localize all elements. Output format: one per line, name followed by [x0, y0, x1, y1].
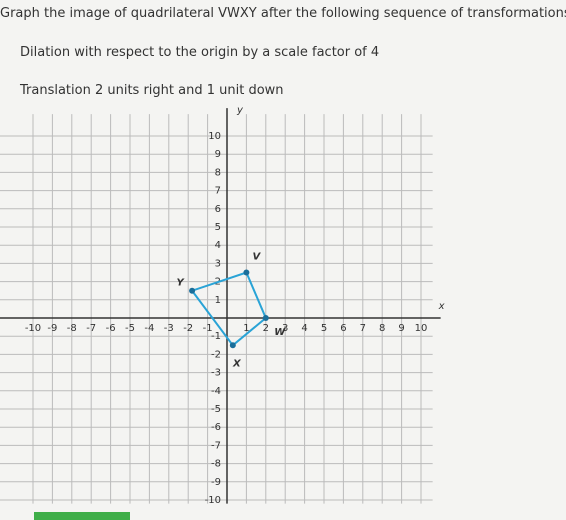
x-tick-label: -8: [67, 323, 77, 334]
x-tick-label: -4: [144, 323, 154, 334]
x-tick-label: -7: [86, 323, 96, 334]
step: Translation 2 units right and 1 unit dow…: [20, 83, 284, 98]
y-tick-label: 5: [215, 222, 221, 233]
y-tick-label: -10: [205, 495, 221, 506]
x-tick-label: 3: [282, 323, 288, 334]
vertex-label: W: [274, 327, 286, 338]
x-tick-label: -10: [25, 323, 41, 334]
x-tick-label: 7: [360, 323, 366, 334]
y-tick-label: 9: [215, 149, 221, 160]
x-tick-label: 4: [301, 323, 307, 334]
y-tick-label: 3: [215, 258, 221, 269]
y-tick-label: -2: [211, 349, 221, 360]
vertex: [262, 315, 269, 321]
vertex-label: V: [253, 252, 262, 263]
prompt: Graph the image of quadrilateral VWXY af…: [0, 6, 566, 21]
y-tick-label: 4: [215, 240, 221, 251]
vertex-label: Y: [176, 278, 185, 289]
vertex: [243, 269, 250, 276]
x-tick-label: -3: [164, 323, 174, 334]
x-tick-label: -6: [106, 323, 116, 334]
y-tick-label: -7: [211, 440, 221, 451]
y-tick-label: -4: [211, 386, 221, 397]
step: Dilation with respect to the origin by a…: [20, 45, 380, 60]
y-tick-label: -1: [211, 331, 221, 342]
y-tick-label: -6: [211, 422, 221, 433]
vertex: [229, 342, 236, 349]
x-tick-label: 9: [398, 323, 404, 334]
y-tick-label: 10: [208, 131, 221, 142]
y-tick-label: 7: [215, 186, 221, 197]
y-tick-label: 1: [215, 295, 221, 306]
x-tick-label: 5: [321, 323, 327, 334]
vertex-label: X: [232, 358, 242, 369]
x-tick-label: 8: [379, 323, 385, 334]
x-tick-label: 10: [415, 323, 428, 334]
x-tick-label: -5: [125, 323, 135, 334]
y-tick-label: -3: [211, 368, 221, 379]
x-tick-label: 6: [340, 323, 346, 334]
y-tick-label: 6: [215, 204, 221, 215]
y-axis-label: y: [236, 105, 244, 116]
x-tick-label: 2: [263, 323, 269, 334]
y-tick-label: -5: [211, 404, 221, 415]
x-tick-label: 1: [243, 323, 249, 334]
submit-button[interactable]: [34, 512, 130, 520]
vertex: [189, 287, 196, 294]
y-tick-label: -8: [211, 459, 221, 470]
x-tick-label: -1: [203, 323, 213, 334]
x-tick-label: -2: [183, 323, 193, 334]
x-axis-label: x: [438, 301, 445, 312]
quadrilateral: [190, 271, 268, 347]
y-tick-label: -9: [211, 477, 221, 488]
y-tick-label: 8: [215, 167, 221, 178]
x-tick-label: -9: [47, 323, 57, 334]
